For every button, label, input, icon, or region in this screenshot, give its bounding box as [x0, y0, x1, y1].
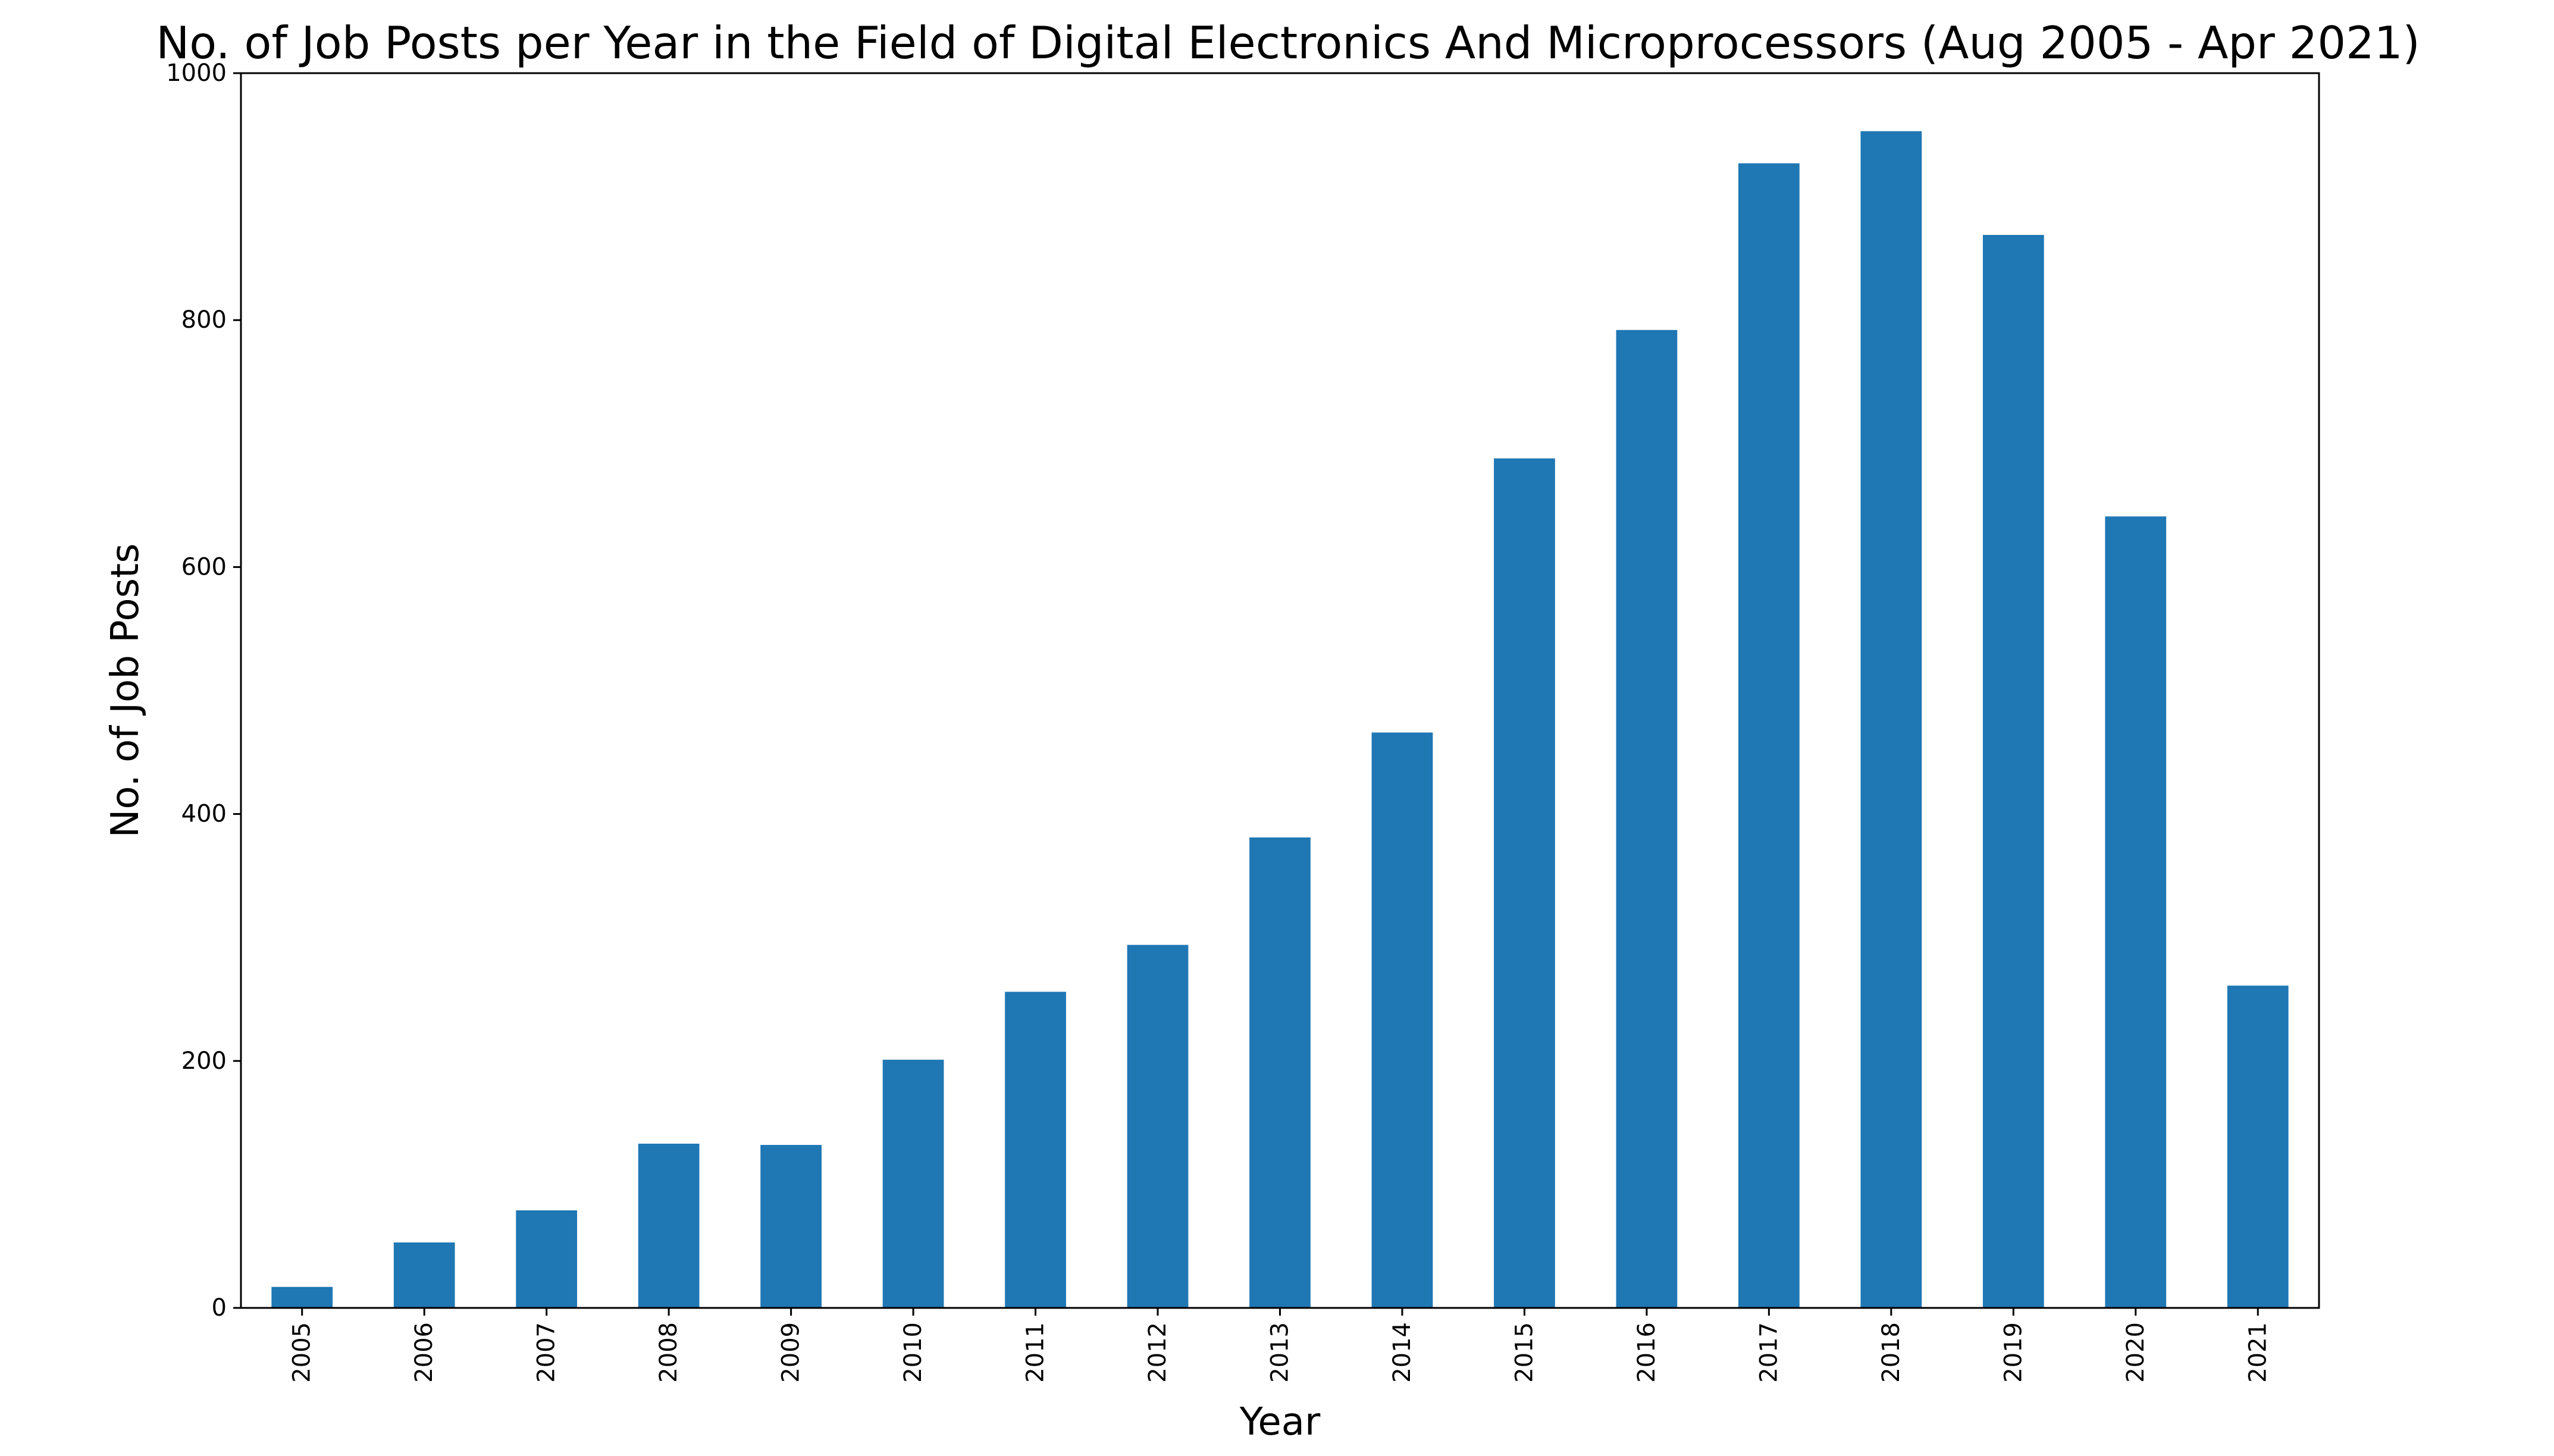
x-axis-label: Year — [1239, 1400, 1321, 1444]
x-tick-label-2013: 2013 — [1267, 1322, 1294, 1383]
x-tick-label-2014: 2014 — [1389, 1322, 1416, 1383]
x-tick-label-2020: 2020 — [2122, 1322, 2149, 1383]
x-tick-label-2007: 2007 — [533, 1322, 560, 1383]
bar-2013 — [1249, 837, 1311, 1308]
x-tick-label-2005: 2005 — [289, 1322, 316, 1383]
y-tick-label-600: 600 — [181, 553, 227, 580]
bar-2011 — [1005, 991, 1066, 1308]
bar-2006 — [393, 1242, 455, 1308]
bar-2021 — [2227, 986, 2289, 1308]
x-tick-label-2017: 2017 — [1755, 1322, 1782, 1383]
x-tick-label-2012: 2012 — [1144, 1322, 1171, 1383]
bar-2009 — [760, 1144, 822, 1308]
x-tick-label-2016: 2016 — [1633, 1322, 1660, 1383]
bar-2016 — [1616, 330, 1678, 1308]
bar-2015 — [1494, 458, 1555, 1308]
plot-frame — [240, 72, 2320, 1309]
x-tick-label-2021: 2021 — [2244, 1322, 2271, 1383]
x-tick-label-2010: 2010 — [900, 1322, 927, 1383]
y-tick-label-800: 800 — [181, 306, 227, 334]
bar-2010 — [882, 1059, 944, 1308]
x-tick-label-2015: 2015 — [1511, 1322, 1538, 1383]
bar-2017 — [1738, 163, 1800, 1308]
bar-2012 — [1127, 944, 1189, 1308]
chart-title: No. of Job Posts per Year in the Field o… — [156, 17, 2420, 69]
bar-2019 — [1982, 234, 2044, 1308]
bar-2020 — [2105, 516, 2167, 1308]
x-tick-label-2019: 2019 — [2000, 1322, 2027, 1383]
y-axis: 0 200 400 600 800 1000 — [166, 59, 241, 1322]
y-tick-label-1000: 1000 — [166, 59, 227, 87]
x-axis: 2005 2006 2007 2008 2009 2010 2011 2012 2013 2014… — [289, 1308, 2271, 1383]
bars-group — [271, 131, 2289, 1308]
bar-2007 — [516, 1210, 578, 1308]
y-tick-label-200: 200 — [181, 1047, 227, 1075]
bar-2008 — [638, 1143, 700, 1308]
bar-2005 — [271, 1286, 333, 1308]
y-tick-label-400: 400 — [181, 801, 227, 828]
x-tick-label-2011: 2011 — [1022, 1322, 1049, 1383]
y-tick-label-0: 0 — [212, 1294, 227, 1322]
y-axis-label: No. of Job Posts — [104, 544, 148, 838]
x-tick-label-2006: 2006 — [410, 1322, 438, 1383]
x-tick-label-2009: 2009 — [778, 1322, 805, 1383]
x-tick-label-2018: 2018 — [1878, 1322, 1905, 1383]
bar-2014 — [1371, 732, 1433, 1308]
bar-2018 — [1860, 131, 1922, 1308]
x-tick-label-2008: 2008 — [655, 1322, 682, 1383]
